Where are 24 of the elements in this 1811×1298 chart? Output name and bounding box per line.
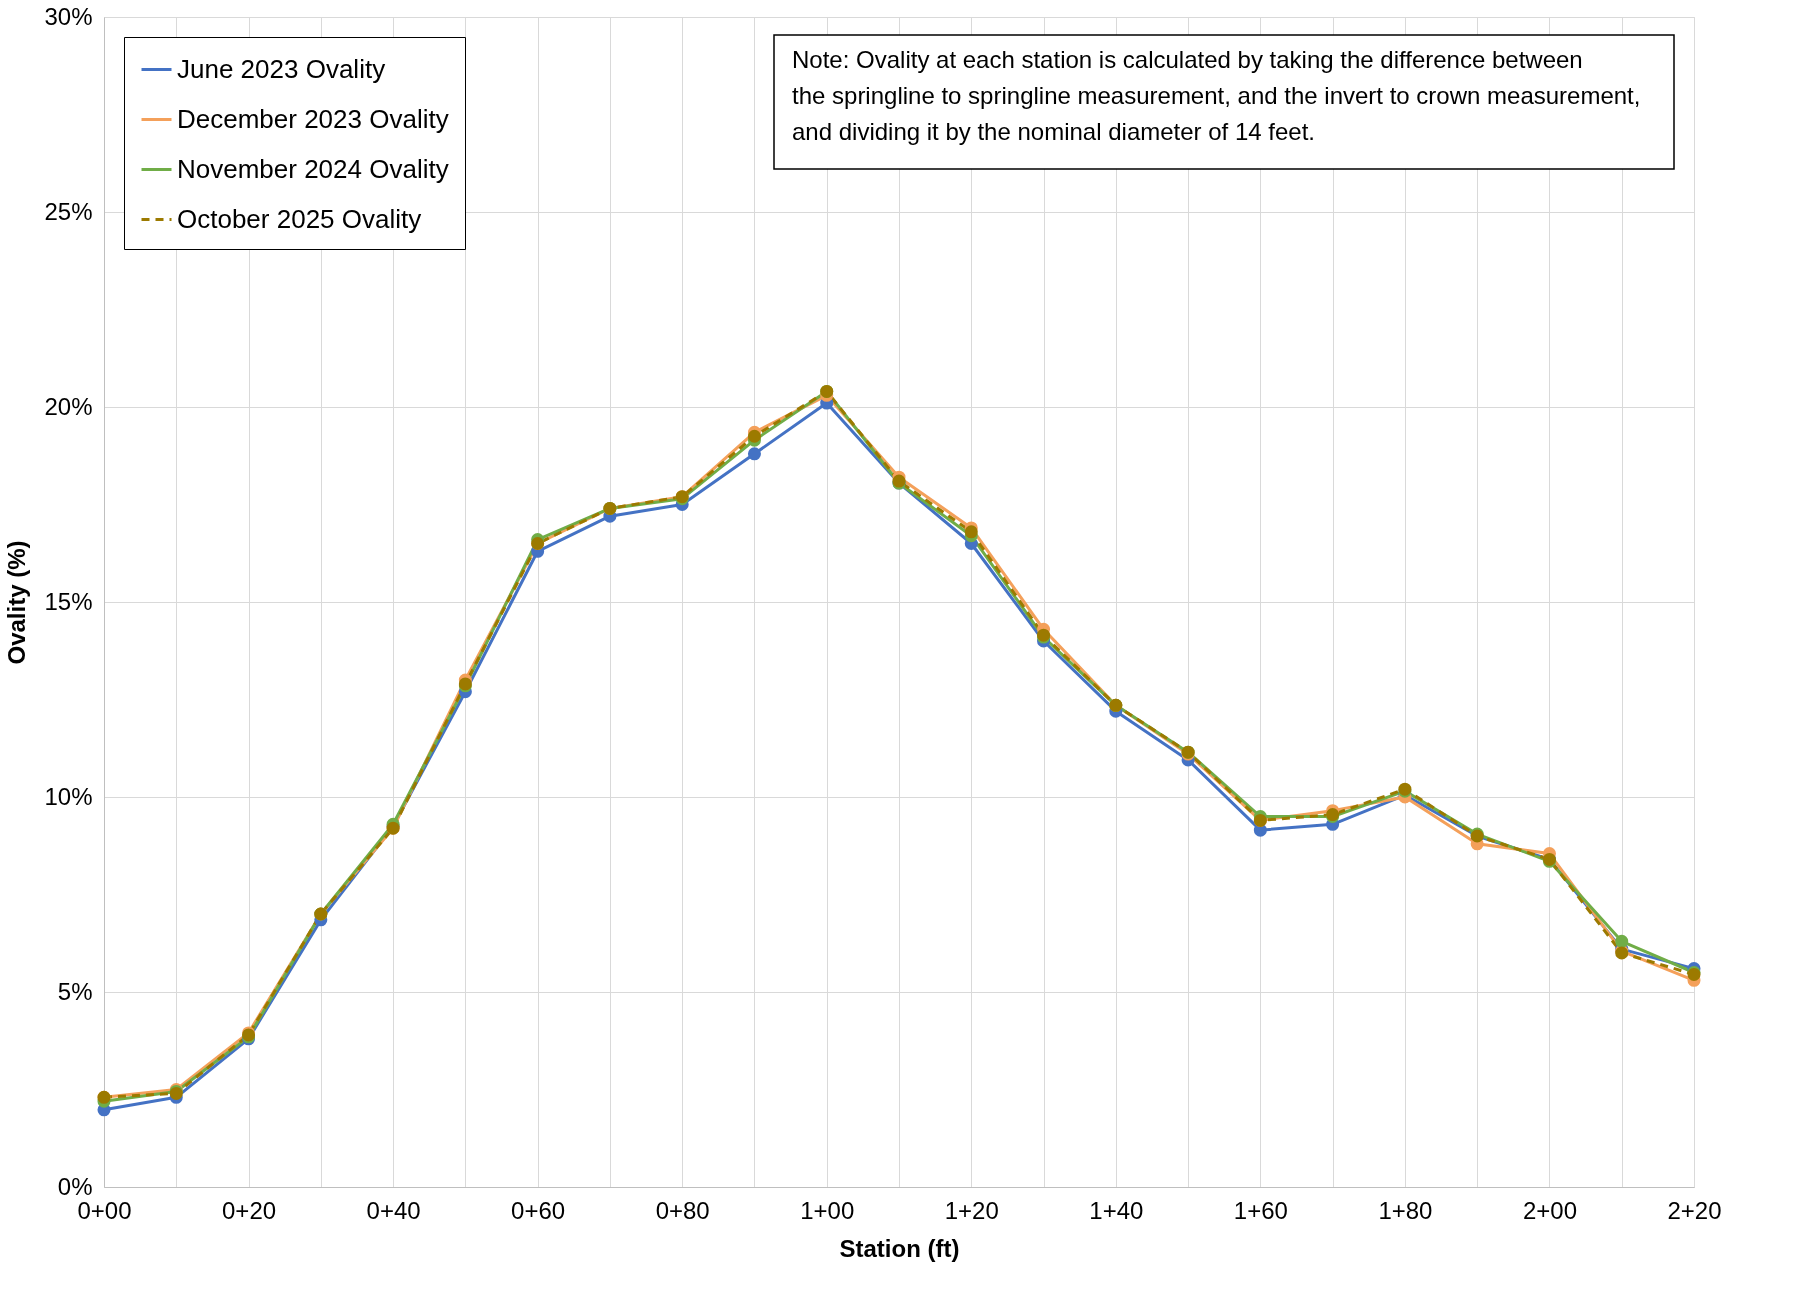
annotation: Note: Ovality at each station is calculated by taking the difference between the springline to springline measurement, and the invert to crown measurement, and dividing it by the nominal diameter of 14 feet. (792, 46, 1641, 145)
x-tick-label: 1+40 (1089, 1196, 1144, 1224)
x-tick-label: 0+80 (655, 1196, 710, 1224)
y-axis-title: Ovality (%) (3, 540, 31, 665)
y-tick-label: 20% (44, 392, 93, 420)
x-tick-label: 2+20 (1667, 1196, 1722, 1224)
legend-label: June 2023 Ovality (177, 53, 386, 84)
x-tick-label: 2+00 (1522, 1196, 1577, 1224)
legend-label: October 2025 Ovality (177, 203, 422, 234)
x-tick-label: 1+20 (944, 1196, 999, 1224)
x-tick-label: 1+00 (800, 1196, 855, 1224)
y-tick-label: 5% (57, 977, 93, 1005)
y-tick-label: 30% (44, 2, 93, 30)
x-tick-label: 0+60 (511, 1196, 566, 1224)
x-tick-label: 1+60 (1233, 1196, 1288, 1224)
y-tick-label: 25% (44, 197, 93, 225)
legend-label: November 2024 Ovality (177, 153, 449, 184)
y-tick-label: 15% (44, 587, 93, 615)
legend-label: December 2023 Ovality (177, 103, 449, 134)
x-tick-label: 0+40 (366, 1196, 421, 1224)
x-tick-label: 1+80 (1378, 1196, 1433, 1224)
x-axis-title: Station (ft) (839, 1234, 960, 1262)
y-tick-label: 10% (44, 782, 93, 810)
x-tick-label: 0+20 (222, 1196, 277, 1224)
